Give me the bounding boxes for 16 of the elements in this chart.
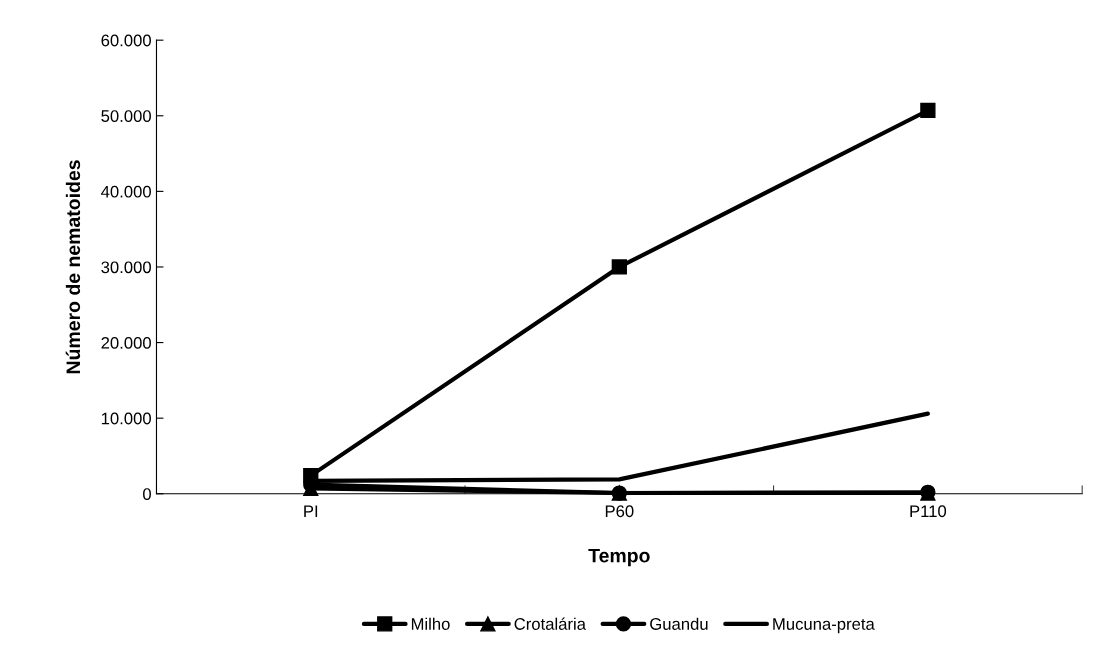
y-tick-label: 20.000: [101, 336, 151, 349]
y-tick-label: 30.000: [101, 261, 151, 274]
legend-label: Mucuna-preta: [773, 618, 875, 634]
x-tick-label: PI: [304, 505, 318, 517]
y-tick-label: 50.000: [101, 110, 151, 122]
y-tick-label: 40.000: [101, 185, 151, 198]
x-axis-title: Tempo: [588, 548, 650, 567]
legend-label: Guandu: [650, 617, 708, 630]
y-tick-label: 60.000: [101, 34, 151, 47]
y-tick-label: 0: [143, 488, 151, 500]
y-tick-label: 10.000: [101, 412, 151, 425]
legend-label: Crotalária: [514, 617, 586, 630]
legend-label: Milho: [411, 617, 450, 630]
x-tick-label: P110: [910, 505, 947, 518]
x-tick-label: P60: [605, 505, 634, 518]
y-axis-title: Número de nematoides: [65, 160, 81, 374]
